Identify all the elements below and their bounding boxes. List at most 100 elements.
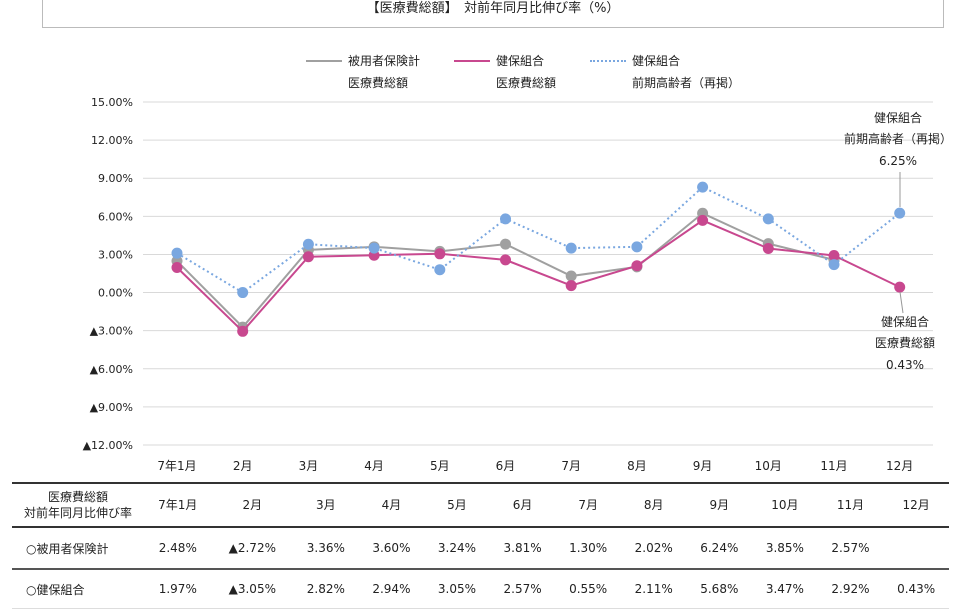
table-header-month: 7月: [555, 482, 621, 528]
data-point-2: [697, 181, 709, 193]
legend-label: 医療費総額: [496, 76, 557, 90]
table-header-month: 9月: [686, 482, 753, 528]
y-tick-label: 9.00%: [98, 172, 133, 185]
data-point-1: [631, 260, 643, 272]
table-cell: 2.82%: [293, 569, 359, 609]
table-cell: ▲3.05%: [211, 569, 294, 609]
table-cell: 3.24%: [424, 527, 490, 570]
data-point-2: [302, 238, 314, 250]
table-header-month: 11月: [817, 482, 884, 528]
annotation-value: 6.25%: [879, 154, 917, 168]
line-chart: 15.00% 12.00% 9.00% 6.00% 3.00% 0.00% ▲3.00% ▲6…: [83, 96, 952, 473]
x-tick-label: 2月: [233, 459, 253, 473]
table-header-month: 8月: [620, 482, 687, 528]
data-point-0: [565, 270, 577, 282]
legend-label: 被用者保険計: [348, 54, 421, 68]
y-tick-label: ▲12.00%: [83, 439, 133, 452]
table-cell: 2.92%: [817, 569, 884, 609]
table-header-month: 6月: [489, 482, 556, 528]
data-point-1: [894, 281, 906, 293]
table-cell: ▲2.72%: [211, 527, 294, 570]
table-cell: 2.57%: [489, 569, 556, 609]
data-point-1: [171, 262, 183, 274]
table-cell: 2.48%: [144, 527, 212, 570]
table-cell: 3.47%: [752, 569, 818, 609]
x-tick-label: 3月: [299, 459, 319, 473]
table-cell: 1.97%: [144, 569, 212, 609]
legend-label: 健保組合: [632, 54, 681, 68]
table-cell: 0.43%: [883, 569, 949, 609]
table-cell: 2.94%: [358, 569, 425, 609]
data-point-2: [565, 242, 577, 254]
x-tick-label: 10月: [755, 459, 782, 473]
y-tick-label: 12.00%: [91, 134, 133, 147]
table-cell: 2.57%: [817, 527, 884, 570]
table-header-row: 医療費総額 対前年同月比伸び率 7年1月 2月 3月 4月 5月 6月 7月 8月 9月 10月 11…: [12, 482, 949, 528]
table-cell: 6.24%: [686, 527, 753, 570]
table-row: ○被用者保険計 2.48% ▲2.72% 3.36% 3.60% 3.24% 3.81% 1.…: [12, 527, 949, 570]
data-point-2: [368, 242, 380, 254]
header-line: 医療費総額: [47, 490, 108, 504]
legend-item-kenpo: 健保組合 医療費総額: [454, 50, 557, 94]
table-cell: 2.11%: [620, 569, 687, 609]
data-point-0: [500, 238, 511, 250]
table-row: ○健保組合 1.97% ▲3.05% 2.82% 2.94% 3.05% 2.57% 0.55…: [12, 569, 949, 609]
table-cell: 0.55%: [555, 569, 621, 609]
y-tick-label: 3.00%: [98, 248, 133, 261]
y-tick-label: ▲9.00%: [90, 401, 133, 414]
annotation-label: 医療費総額: [875, 335, 935, 350]
data-point-1: [828, 249, 840, 261]
series-line-0: [176, 212, 835, 329]
annotation-label: 健保組合: [881, 314, 929, 329]
data-point-2: [631, 241, 643, 253]
table-header-month: 5月: [424, 482, 490, 528]
table-cell: 3.85%: [752, 527, 818, 570]
table-cell: 1.30%: [555, 527, 621, 570]
table-cell: 3.60%: [358, 527, 425, 570]
data-point-2: [762, 213, 774, 225]
chart-title: 【医療費総額】 対前年同月比伸び率（%）: [42, 0, 944, 28]
table-header-month: 3月: [293, 482, 359, 528]
annotation-label: 前期高齢者（再掲）: [844, 131, 952, 146]
x-tick-label: 6月: [496, 459, 516, 473]
series-line-1: [176, 219, 901, 333]
table-cell: [883, 527, 949, 570]
x-tick-label: 11月: [820, 459, 847, 473]
y-tick-label: ▲6.00%: [90, 363, 133, 376]
table-cell: 2.02%: [620, 527, 687, 570]
annotation-value: 0.43%: [886, 358, 924, 372]
table-cell: 3.05%: [424, 569, 490, 609]
x-tick-label: 7年1月: [157, 459, 196, 473]
data-point-1: [762, 242, 774, 254]
data-point-1: [500, 254, 511, 266]
header-line: 対前年同月比伸び率: [23, 506, 132, 520]
y-tick-label: ▲3.00%: [90, 325, 133, 338]
data-table: 医療費総額 対前年同月比伸び率 7年1月 2月 3月 4月 5月 6月 7月 8月 9月 10月 11…: [12, 482, 949, 609]
legend-label: 健保組合: [496, 54, 545, 68]
data-point-2: [434, 264, 446, 276]
row-label: ○被用者保険計: [12, 527, 144, 570]
annotation-label: 健保組合: [874, 110, 922, 125]
data-point-2: [894, 207, 906, 219]
table-header-month: 4月: [358, 482, 425, 528]
data-point-1: [237, 325, 249, 337]
data-point-1: [434, 248, 446, 260]
data-point-2: [171, 247, 183, 259]
y-tick-label: 0.00%: [98, 287, 133, 300]
table-cell: 3.81%: [489, 527, 556, 570]
data-point-1: [697, 214, 709, 226]
data-point-1: [565, 280, 577, 292]
data-point-1: [302, 251, 314, 263]
legend-item-kenpo-elderly: 健保組合 前期高齢者（再掲）: [590, 50, 740, 94]
legend-label: 医療費総額: [348, 76, 409, 90]
table-header-label: 医療費総額対前年同月比伸び率: [12, 482, 144, 528]
x-tick-label: 8月: [627, 459, 647, 473]
table-header-month: 10月: [752, 482, 818, 528]
row-label: ○健保組合: [12, 569, 144, 609]
table-header-month: 12月: [883, 482, 949, 528]
x-tick-label: 4月: [364, 459, 384, 473]
data-point-2: [237, 287, 249, 299]
table-cell: 5.68%: [686, 569, 753, 609]
data-point-2: [500, 213, 511, 225]
x-tick-label: 12月: [886, 459, 913, 473]
